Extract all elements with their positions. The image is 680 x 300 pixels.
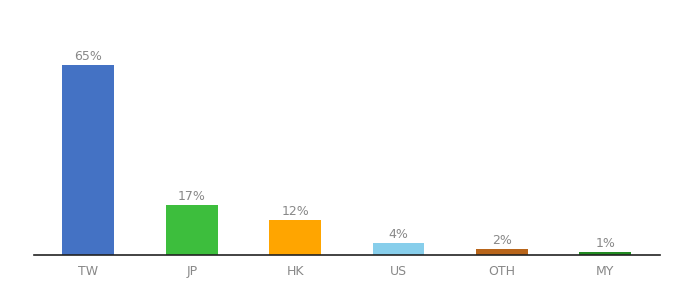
Bar <box>166 206 218 255</box>
Text: 4%: 4% <box>388 228 409 241</box>
Bar <box>476 249 528 255</box>
Bar <box>373 243 424 255</box>
Text: 1%: 1% <box>596 237 615 250</box>
Text: 17%: 17% <box>177 190 205 203</box>
Text: 12%: 12% <box>282 205 309 218</box>
Bar <box>269 220 321 255</box>
Text: 65%: 65% <box>74 50 102 63</box>
Text: 2%: 2% <box>492 234 512 247</box>
Bar <box>579 252 631 255</box>
Bar <box>63 65 114 255</box>
